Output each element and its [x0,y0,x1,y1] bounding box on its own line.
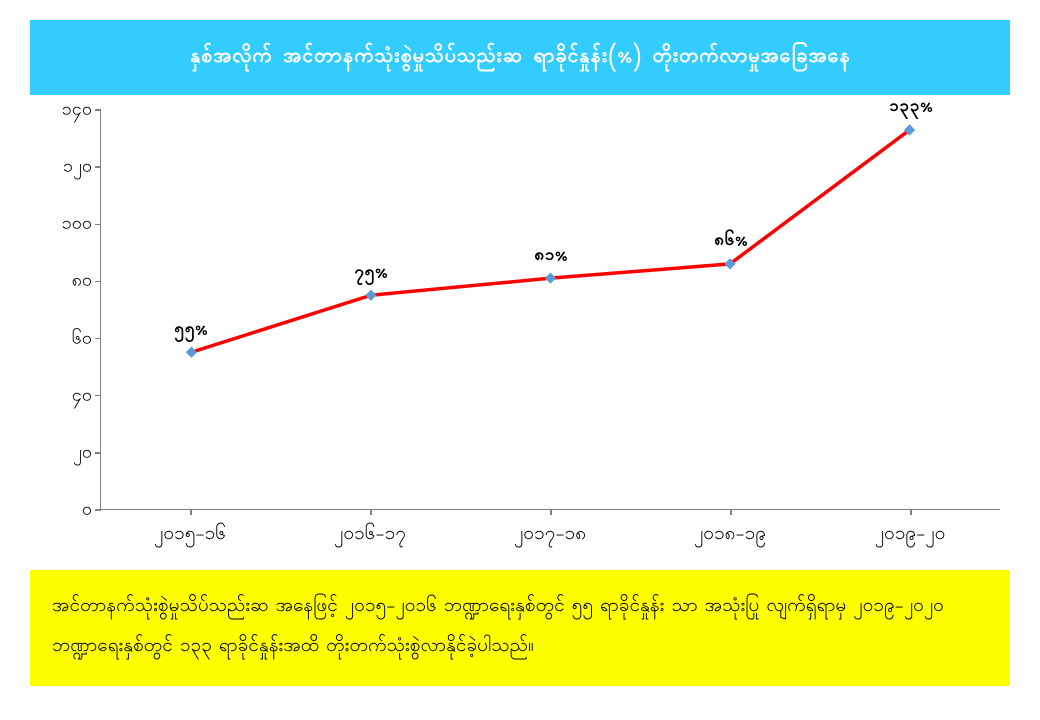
x-tick-label: ၂၀၁၅-၁၆ [154,521,226,549]
data-label: ၈၆% [714,227,748,254]
data-label: ၁၃၃% [889,93,933,120]
data-label: ၈၁% [534,242,568,269]
data-label: ၅၅% [174,316,208,343]
y-tick [95,166,101,168]
y-tick [95,224,101,226]
x-axis-labels: ၂၀၁၅-၁၆ ၂၀၁၆-၁၇ ၂၀၁၇-၁၈ ၂၀၁၈-၁၉ ၂၀၁၉-၂၀ [100,515,1000,550]
data-marker [186,347,197,358]
x-tick-label: ၂၀၁၉-၂၀ [875,521,946,549]
y-tick-label: ၁၄၀ [62,97,92,124]
y-tick-label: ၈၀ [72,268,92,295]
line-chart: ၀၂၀၄၀၆၀၈၀၁၀၀၁၂၀၁၄၀ ၅၅%၇၅%၈၁%၈၆%၁၃၃% ၂၀၁၅… [30,110,1010,550]
y-tick-label: ၁၀၀ [62,211,92,238]
y-axis-labels: ၀၂၀၄၀၆၀၈၀၁၀၀၁၂၀၁၄၀ [30,110,100,550]
y-tick [95,395,101,397]
y-tick-label: ၆၀ [72,325,92,352]
x-tick-label: ၂၀၁၈-၁၉ [694,521,766,549]
x-tick-label: ၂၀၁၆-၁၇ [334,521,406,549]
chart-title: နှစ်အလိုက် အင်တာနက်သုံးစွဲမှုသိပ်သည်းဆ ရ… [30,20,1010,95]
plot-area: ၅၅%၇၅%၈၁%၈၆%၁၃၃% [100,110,1000,510]
y-tick [95,338,101,340]
data-label: ၇၅% [354,259,388,286]
chart-svg [101,110,1000,509]
y-tick-label: ၀ [82,497,92,524]
y-tick-label: ၂၀ [73,439,92,466]
y-tick [95,281,101,283]
y-tick [95,452,101,454]
y-tick-label: ၄၀ [72,382,92,409]
y-tick-label: ၁၂၀ [63,154,92,181]
y-tick [95,109,101,111]
y-tick [95,509,101,511]
footer-note: အင်တာနက်သုံးစွဲမှုသိပ်သည်းဆ အနေဖြင့် ၂၀၁… [30,570,1010,686]
data-marker [545,273,556,284]
data-marker [365,290,376,301]
x-tick-label: ၂၀၁၇-၁၈ [514,521,586,549]
